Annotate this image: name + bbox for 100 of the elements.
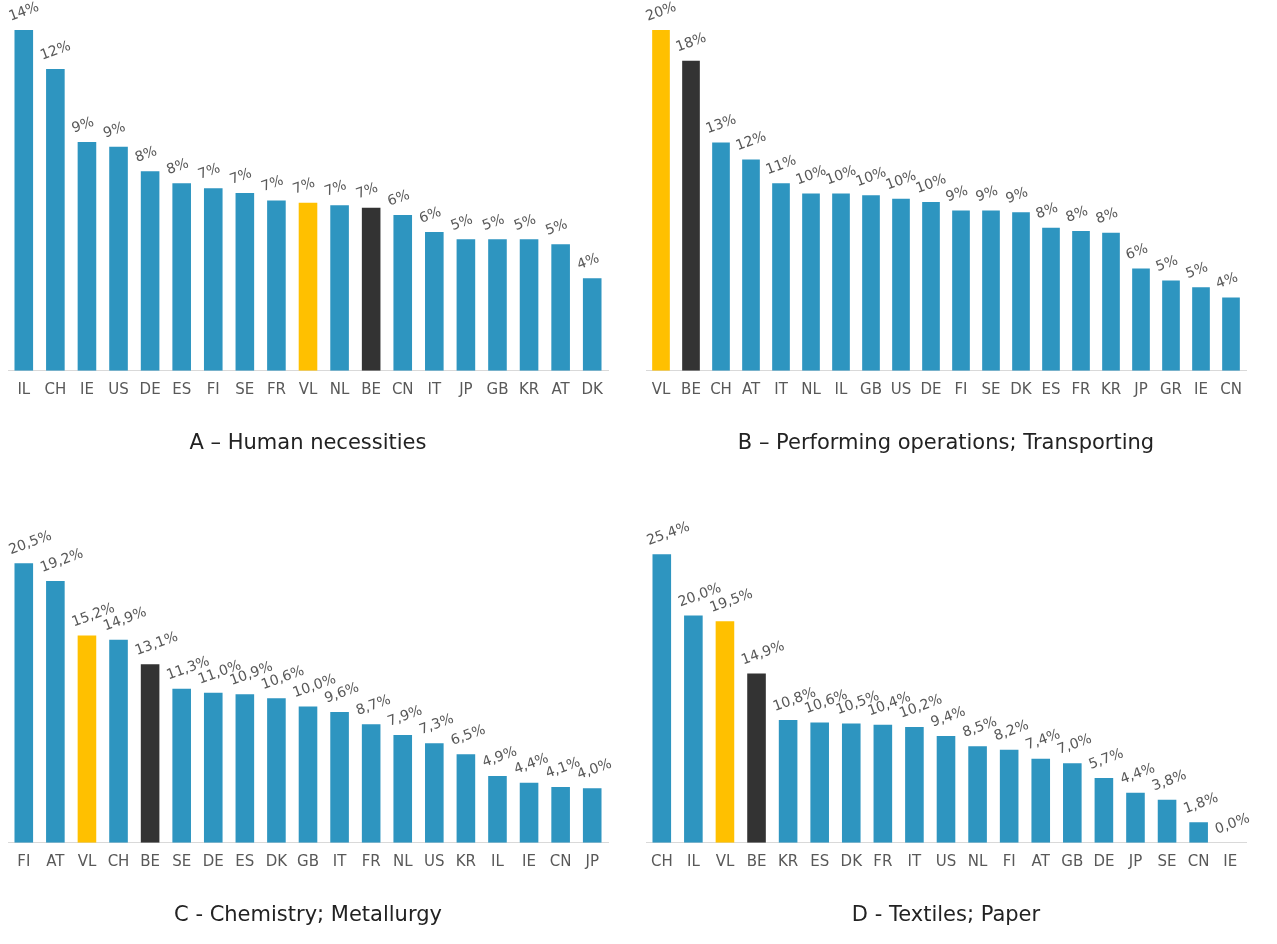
x-tick-label: SE: [1157, 851, 1177, 870]
data-label: 20%: [643, 0, 679, 24]
bar: [582, 278, 602, 371]
x-tick-label: CN: [1187, 851, 1210, 870]
data-label: 7%: [353, 178, 380, 202]
bar: [519, 782, 539, 843]
bar: [298, 202, 318, 371]
data-label: 8%: [1063, 202, 1090, 225]
bar: [999, 749, 1019, 843]
bar: [393, 735, 413, 843]
bar: [14, 563, 34, 843]
bar: [140, 664, 160, 843]
bar: [772, 183, 790, 371]
bar: [235, 193, 255, 371]
bar: [425, 232, 444, 371]
bar: [393, 215, 413, 371]
x-tick-label: NL: [967, 851, 989, 870]
bar: [582, 788, 602, 843]
bar: [747, 673, 766, 843]
bar: [298, 706, 318, 843]
x-tick-label: CH: [107, 851, 130, 870]
text: C - Chemistry; Metallurgy: [174, 901, 442, 926]
bar: [551, 786, 570, 843]
data-label: 6%: [416, 203, 444, 226]
bar: [488, 239, 507, 371]
data-label: 5%: [543, 215, 570, 238]
bar: [488, 776, 507, 843]
x-tick-label: DK: [265, 851, 289, 870]
x-tick-label: IT: [332, 851, 348, 870]
bar: [109, 146, 128, 371]
x-tick-label: IE: [1223, 851, 1238, 870]
x-tick-label: BE: [746, 851, 767, 870]
data-label: 8%: [132, 142, 159, 165]
x-tick-label: FI: [1002, 851, 1016, 870]
data-label: 5%: [1153, 251, 1180, 275]
bar: [109, 639, 128, 843]
data-label: 4%: [1213, 268, 1240, 292]
bar: [203, 692, 223, 843]
x-tick-label: FI: [954, 379, 968, 398]
bar: [1063, 763, 1082, 843]
x-tick-label: GB: [1061, 851, 1084, 870]
x-tick-label: US: [935, 851, 957, 870]
x-tick-label: NL: [329, 379, 351, 398]
bar: [267, 200, 286, 371]
x-tick-label: JP: [1133, 379, 1148, 398]
x-tick-label: BE: [681, 379, 701, 398]
bar: [862, 195, 880, 371]
x-tick-label: ES: [810, 851, 830, 870]
x-tick-label: ES: [235, 851, 255, 870]
x-tick-label: US: [424, 851, 445, 870]
bar: [873, 724, 893, 843]
bar: [1031, 758, 1051, 843]
text: D - Textiles; Paper: [851, 901, 1041, 926]
x-tick-label: BE: [140, 851, 160, 870]
x-tick-label: FI: [206, 379, 220, 398]
bar: [203, 188, 223, 371]
data-label: 7%: [227, 164, 254, 187]
bar: [715, 621, 735, 843]
x-tick-label: KR: [518, 379, 540, 398]
data-label: 6%: [1123, 239, 1150, 263]
x-tick-label: NL: [801, 379, 822, 398]
bar: [456, 754, 476, 843]
bar: [361, 207, 381, 371]
x-tick-label: IL: [491, 851, 505, 870]
x-tick-label: DE: [202, 851, 224, 870]
bar: [982, 210, 1000, 371]
x-tick-label: DE: [139, 379, 161, 398]
bar: [1042, 227, 1060, 371]
bar: [905, 726, 924, 843]
x-tick-label: ES: [1041, 379, 1061, 398]
bar: [140, 171, 160, 371]
bar: [684, 615, 703, 843]
x-tick-label: VL: [77, 851, 97, 870]
bar: [652, 554, 672, 843]
bar: [778, 720, 798, 843]
text: B – Performing operations; Transporting: [737, 429, 1155, 454]
x-tick-label: GR: [1159, 379, 1183, 398]
text: A – Human necessities: [189, 429, 427, 454]
x-tick-label: DK: [581, 379, 605, 398]
bar: [267, 698, 286, 843]
bar: [922, 202, 940, 371]
x-tick-label: SE: [981, 379, 1001, 398]
data-label: 14%: [6, 0, 41, 24]
data-label: 5%: [1183, 258, 1210, 281]
bar: [551, 244, 570, 371]
bar: [1192, 287, 1210, 371]
x-tick-label: IL: [834, 379, 849, 398]
x-tick-label: IL: [686, 851, 701, 870]
x-tick-label: AT: [1031, 851, 1051, 870]
x-tick-label: GB: [860, 379, 882, 398]
x-tick-label: JP: [584, 851, 599, 870]
x-tick-label: KR: [1100, 379, 1122, 398]
x-tick-label: KR: [455, 851, 477, 870]
bar: [892, 198, 910, 371]
bar: [1157, 799, 1177, 843]
data-label: 7%: [195, 159, 223, 182]
data-label: 5,7%: [1086, 744, 1126, 772]
x-tick-label: BE: [361, 379, 382, 398]
bar: [652, 30, 670, 371]
x-tick-label: DE: [920, 379, 942, 398]
